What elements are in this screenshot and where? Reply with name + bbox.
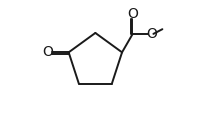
Text: O: O bbox=[42, 45, 53, 59]
Text: O: O bbox=[127, 7, 138, 21]
Text: O: O bbox=[146, 27, 157, 41]
